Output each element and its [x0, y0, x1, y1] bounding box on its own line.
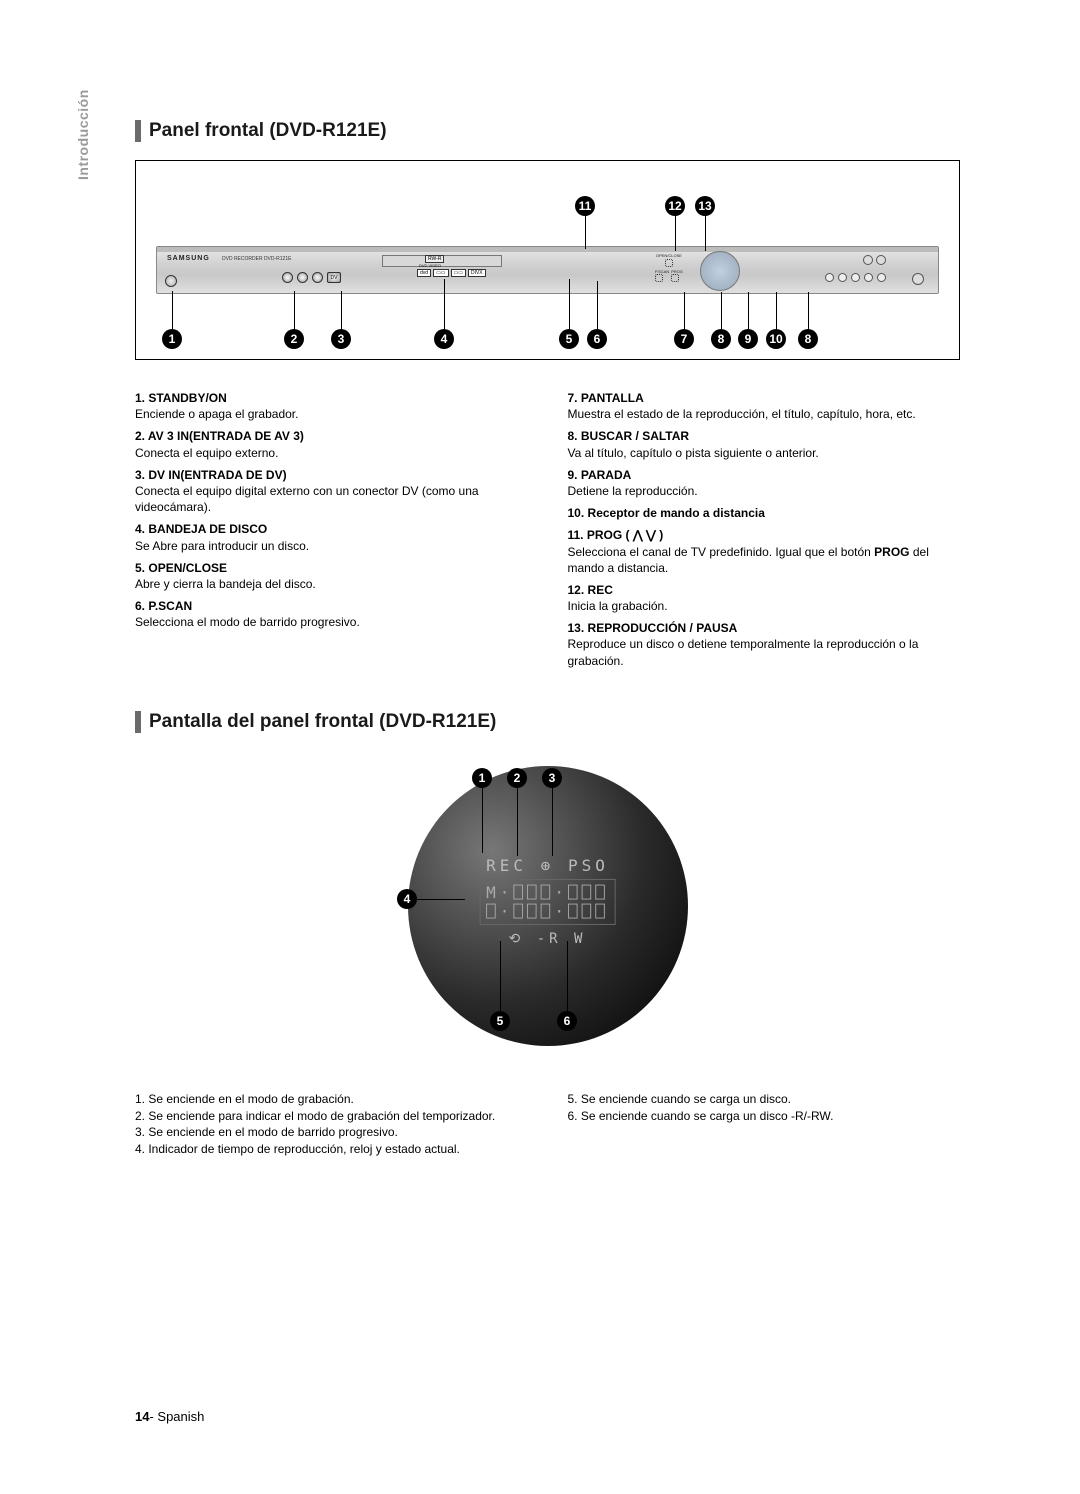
section1-title: Panel frontal (DVD-R121E): [135, 120, 960, 142]
device-body: SAMSUNG DVD RECORDER DVD-R121E DV RW-R D…: [156, 246, 939, 294]
disp-callout-1: 1: [472, 768, 492, 788]
disp-callout-4: 4: [397, 889, 417, 909]
power-button-graphic: [165, 275, 177, 287]
callout-5: 5: [559, 329, 579, 349]
top-right-buttons: [863, 255, 886, 265]
display-disc: [700, 251, 740, 291]
disp-seg2: ⎕·⎕⎕⎕·⎕⎕⎕: [486, 902, 609, 921]
display-circle: REC ⊕ PSO M·⎕⎕⎕·⎕⎕⎕ ⎕·⎕⎕⎕·⎕⎕⎕ ⟲ -R W: [408, 766, 688, 1046]
page-footer: 14- Spanish: [135, 1409, 204, 1424]
front-panel-diagram: SAMSUNG DVD RECORDER DVD-R121E DV RW-R D…: [135, 160, 960, 360]
callout-4: 4: [434, 329, 454, 349]
brand-logo: SAMSUNG: [167, 255, 210, 262]
disp-seg1: M·⎕⎕⎕·⎕⎕⎕: [486, 883, 609, 902]
front-panel-descriptions: 1. STANDBY/ONEnciende o apaga el grabado…: [135, 390, 960, 675]
av-jacks: DV: [282, 272, 341, 283]
sidebar-section-label: Introducción: [75, 89, 91, 180]
callout-12: 12: [665, 196, 685, 216]
callout-8b: 8: [798, 329, 818, 349]
model-text: DVD RECORDER DVD-R121E: [222, 256, 291, 262]
callout-1: 1: [162, 329, 182, 349]
callout-2: 2: [284, 329, 304, 349]
format-badges: dvd▭▭▭▭DIVX: [417, 269, 486, 277]
callout-3: 3: [331, 329, 351, 349]
section2-title: Pantalla del panel frontal (DVD-R121E): [135, 711, 960, 733]
disp-desc-right: 5. Se enciende cuando se carga un disco.…: [568, 1091, 961, 1158]
disp-callout-3: 3: [542, 768, 562, 788]
disc-tray: RW-R DVD VIDEO: [382, 255, 502, 267]
desc-col-right: 7. PANTALLAMuestra el estado de la repro…: [568, 390, 961, 675]
display-diagram: REC ⊕ PSO M·⎕⎕⎕·⎕⎕⎕ ⎕·⎕⎕⎕·⎕⎕⎕ ⟲ -R W 1 2…: [135, 751, 960, 1061]
desc-col-left: 1. STANDBY/ONEnciende o apaga el grabado…: [135, 390, 528, 675]
callout-8a: 8: [711, 329, 731, 349]
disp-callout-6: 6: [557, 1011, 577, 1031]
callout-13: 13: [695, 196, 715, 216]
display-descriptions: 1. Se enciende en el modo de grabación. …: [135, 1091, 960, 1158]
dvd-video-label: DVD VIDEO: [419, 263, 441, 268]
callout-7: 7: [674, 329, 694, 349]
open-pscan-prog-group: OPEN/CLOSE P.SCAN PROG: [655, 253, 683, 282]
disp-line1: REC ⊕ PSO: [479, 856, 616, 875]
callout-9: 9: [738, 329, 758, 349]
page-content: Panel frontal (DVD-R121E) SAMSUNG DVD RE…: [0, 0, 1080, 1198]
disp-callout-5: 5: [490, 1011, 510, 1031]
rw-r-badge: RW-R: [425, 255, 444, 263]
disp-callout-2: 2: [507, 768, 527, 788]
rightmost-button: [912, 273, 924, 285]
control-buttons: [825, 273, 886, 282]
callout-11: 11: [575, 196, 595, 216]
disp-desc-left: 1. Se enciende en el modo de grabación. …: [135, 1091, 528, 1158]
callout-10: 10: [766, 329, 786, 349]
callout-6: 6: [587, 329, 607, 349]
